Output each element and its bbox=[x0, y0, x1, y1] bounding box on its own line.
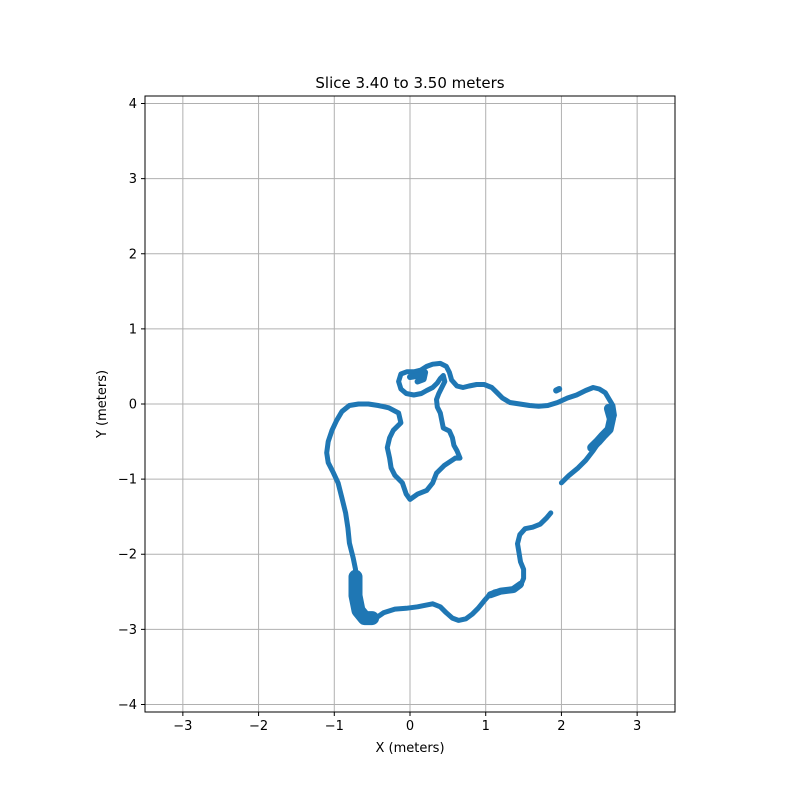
grid-lines bbox=[145, 96, 675, 712]
slice-point-trace bbox=[407, 369, 429, 385]
y-tick-label: 0 bbox=[129, 398, 137, 413]
x-tick-label: 3 bbox=[633, 719, 641, 734]
slice-point-trace bbox=[348, 569, 380, 626]
x-tick-label: 0 bbox=[406, 719, 414, 734]
y-tick-label: −2 bbox=[118, 548, 137, 563]
x-tick-label: 2 bbox=[557, 719, 565, 734]
slice-point-trace bbox=[486, 580, 524, 599]
y-axis-label: Y (meters) bbox=[95, 370, 110, 439]
x-tick-label: −2 bbox=[249, 719, 268, 734]
y-tick-label: −3 bbox=[118, 623, 137, 638]
slice-point-trace bbox=[587, 404, 616, 453]
chart-title: Slice 3.40 to 3.50 meters bbox=[315, 74, 504, 92]
y-tick-label: 4 bbox=[129, 97, 137, 112]
slice-point-trace bbox=[553, 386, 563, 394]
y-tick-label: −4 bbox=[118, 698, 137, 713]
y-tick-label: 1 bbox=[129, 322, 137, 337]
y-tick-label: 3 bbox=[129, 172, 137, 187]
axis-ticks: −3 −2 −1 0 1 2 3 −4 −3 −2 −1 0 1 2 3 4 bbox=[118, 97, 641, 734]
x-tick-label: 1 bbox=[482, 719, 490, 734]
slice-outline-series bbox=[324, 360, 617, 626]
x-tick-label: −1 bbox=[325, 719, 344, 734]
x-axis-label: X (meters) bbox=[375, 741, 444, 756]
slice-point-trace bbox=[396, 360, 617, 486]
x-tick-label: −3 bbox=[173, 719, 192, 734]
y-tick-label: 2 bbox=[129, 247, 137, 262]
y-tick-label: −1 bbox=[118, 473, 137, 488]
